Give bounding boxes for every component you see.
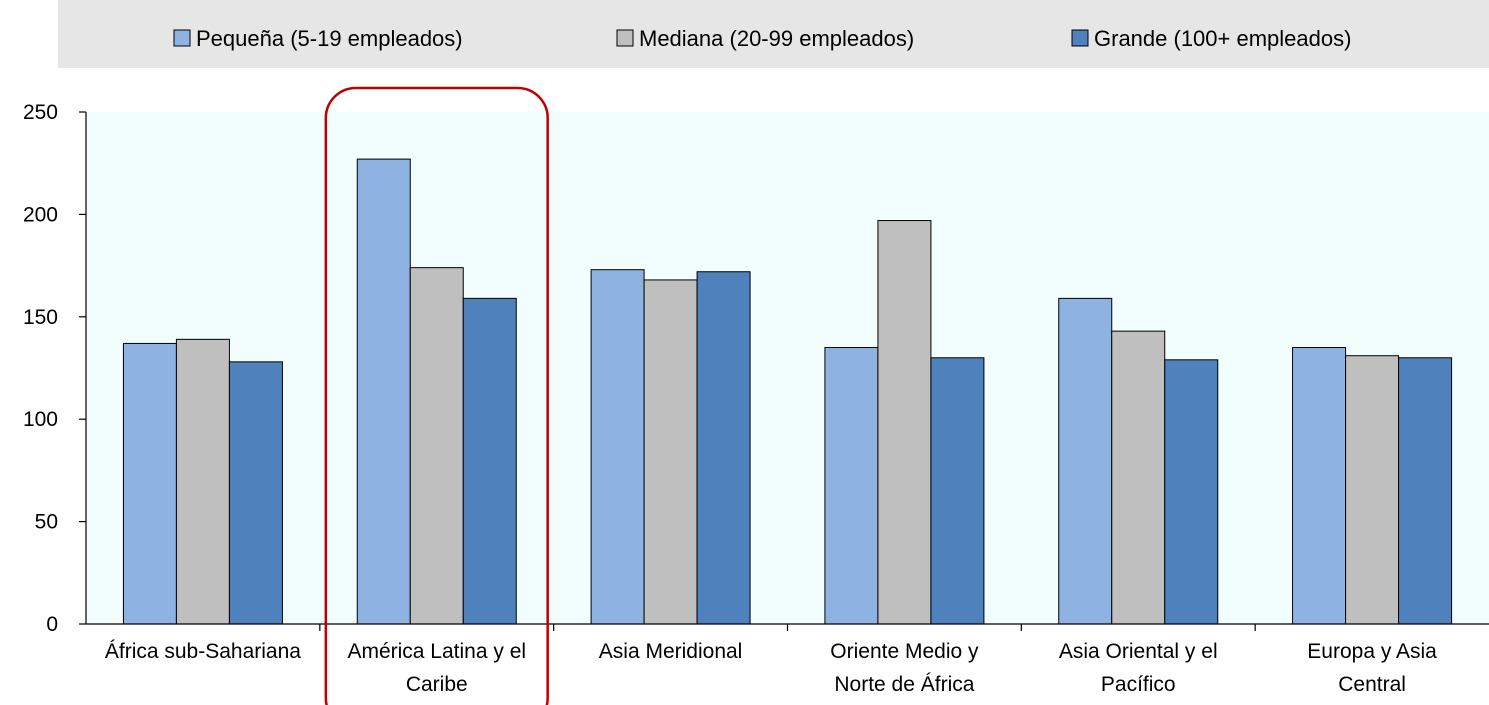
x-category-label: América Latina y el — [347, 640, 526, 663]
legend: Pequeña (5-19 empleados) Mediana (20-99 e… — [173, 26, 1351, 51]
x-category-label: Norte de África — [834, 673, 974, 696]
bar-2-2 — [409, 267, 464, 625]
bar-2-4 — [877, 220, 932, 625]
bar-1-3 — [590, 269, 645, 625]
bar-2-5 — [1111, 330, 1166, 625]
x-category-label: Central — [1338, 673, 1406, 696]
x-category-label: Caribe — [406, 673, 468, 696]
bar-1-5 — [1058, 297, 1113, 625]
bar-1-2 — [356, 158, 411, 625]
legend-swatch-3 — [1071, 29, 1089, 47]
highlight-box — [324, 86, 549, 705]
x-category-label: África sub-Sahariana — [105, 640, 301, 663]
bar-2-3 — [643, 279, 698, 625]
legend-background — [58, 0, 1489, 68]
y-tick-label: 150 — [23, 306, 58, 329]
legend-label-1: Pequeña (5-19 empleados) — [196, 26, 463, 51]
y-tick-label: 100 — [23, 408, 58, 431]
bar-3-3 — [696, 271, 751, 625]
bar-3-4 — [930, 357, 985, 625]
bar-3-6 — [1398, 357, 1453, 625]
bars — [122, 158, 1453, 625]
bar-1-4 — [824, 347, 879, 625]
y-tick-label: 200 — [23, 203, 58, 226]
legend-swatch-1 — [173, 29, 191, 47]
bar-2-6 — [1345, 355, 1400, 625]
x-category-label: Oriente Medio y — [830, 640, 979, 663]
x-category-label: Pacífico — [1101, 673, 1176, 696]
legend-swatch-2 — [616, 29, 634, 47]
bar-1-1 — [122, 342, 177, 625]
bar-2-1 — [175, 338, 230, 625]
plot-area — [86, 112, 1489, 624]
highlight — [324, 86, 549, 705]
bar-3-2 — [462, 297, 517, 625]
y-tick-label: 0 — [46, 613, 58, 636]
y-tick-label: 50 — [35, 511, 58, 534]
bar-1-6 — [1292, 347, 1347, 625]
legend-label-2: Mediana (20-99 empleados) — [639, 26, 914, 51]
x-category-label: Europa y Asia — [1307, 640, 1437, 663]
x-category-label: Asia Meridional — [599, 640, 743, 663]
bar-3-1 — [228, 361, 283, 625]
legend-label-3: Grande (100+ empleados) — [1094, 26, 1351, 51]
x-category-label: Asia Oriental y el — [1059, 640, 1218, 663]
axes: 0 50 100 150 200 250 África sub-Sahariana Améri… — [23, 101, 1489, 696]
bar-3-5 — [1164, 359, 1219, 625]
y-tick-label: 250 — [23, 101, 58, 124]
